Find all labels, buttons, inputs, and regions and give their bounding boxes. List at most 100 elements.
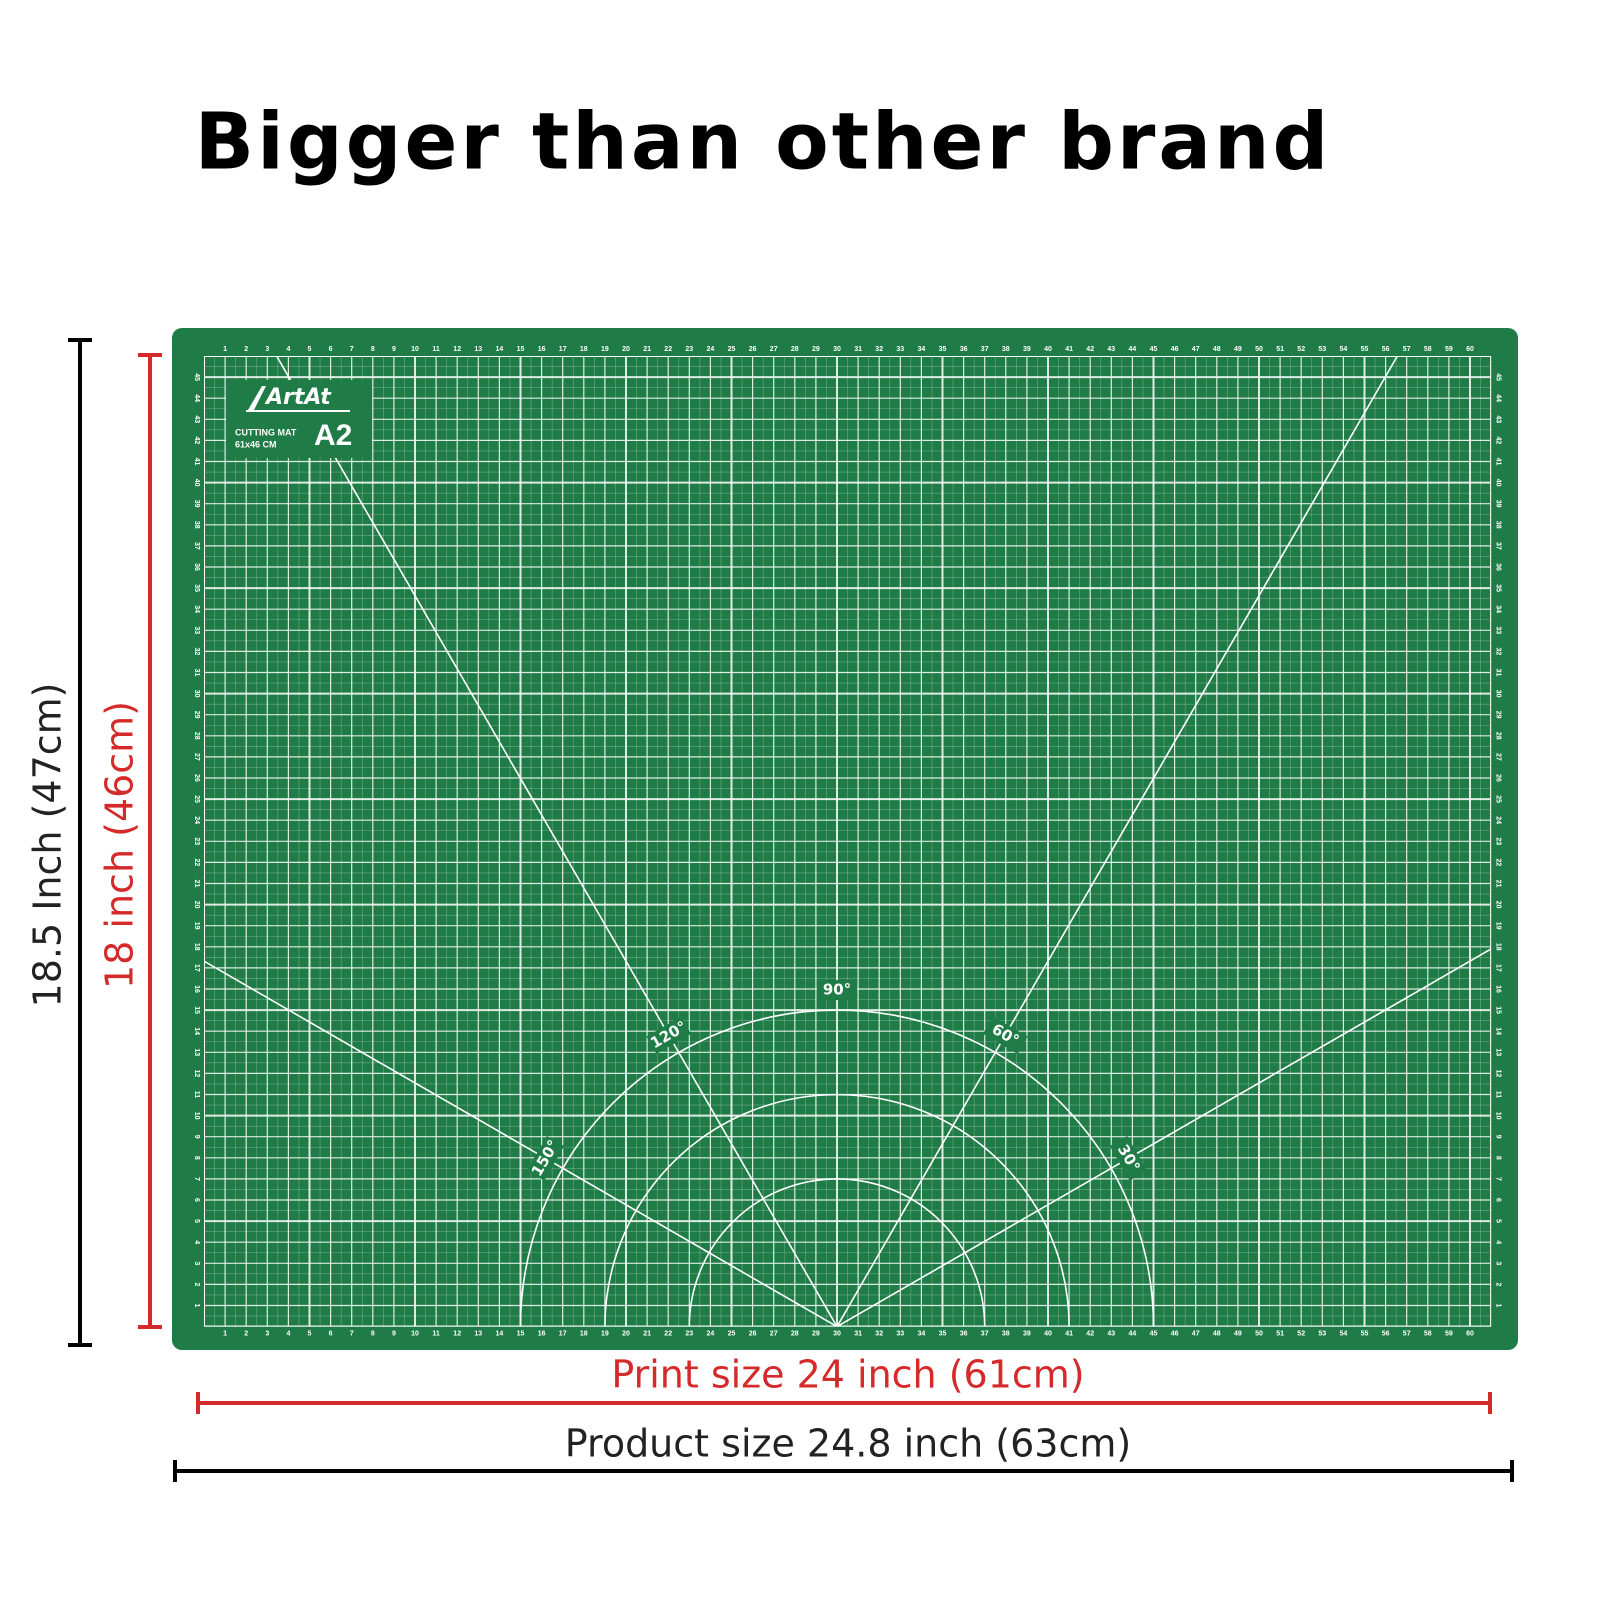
ruler-label: 41 <box>1494 458 1501 466</box>
ruler-label: 45 <box>1494 373 1501 381</box>
ruler-label: 23 <box>685 1330 693 1337</box>
ruler-label: 59 <box>1445 346 1453 353</box>
ruler-label: 49 <box>1234 1330 1242 1337</box>
ruler-label: 47 <box>1192 1330 1200 1337</box>
ruler-label: 21 <box>1494 880 1501 888</box>
ruler-label: 52 <box>1297 346 1305 353</box>
ruler-label: 33 <box>193 626 200 634</box>
ruler-label: 41 <box>1065 346 1073 353</box>
ruler-label: 41 <box>193 458 200 466</box>
dimension-label: 18.5 Inch (47cm) <box>26 683 70 1008</box>
ruler-label: 24 <box>707 346 715 353</box>
ruler-label: 1 <box>193 1304 200 1308</box>
logo-mark <box>248 386 266 410</box>
ruler-label: 35 <box>939 346 947 353</box>
ruler-label: 21 <box>193 880 200 888</box>
ruler-label: 1 <box>223 346 227 353</box>
ruler-label: 15 <box>517 346 525 353</box>
dimension-label: Print size 24 inch (61cm) <box>611 1353 1084 1397</box>
ruler-label: 28 <box>791 1330 799 1337</box>
ruler-label: 4 <box>286 1330 290 1337</box>
ruler-label: 23 <box>685 346 693 353</box>
ruler-label: 10 <box>411 346 419 353</box>
protractor-arc <box>604 1093 1070 1327</box>
ruler-label: 1 <box>1494 1304 1501 1308</box>
ruler-label: 12 <box>1494 1070 1501 1078</box>
ruler-label: 45 <box>1150 1330 1158 1337</box>
ruler-label: 19 <box>193 922 200 930</box>
ruler-label: 40 <box>1044 346 1052 353</box>
ruler-label: 11 <box>432 1330 440 1337</box>
ruler-label: 22 <box>1494 859 1501 867</box>
angle-line <box>204 960 838 1327</box>
ruler-label: 8 <box>193 1156 200 1160</box>
dimension-label: 18 inch (46cm) <box>98 701 142 989</box>
ruler-label: 3 <box>265 1330 269 1337</box>
ruler-label: 25 <box>1494 795 1501 803</box>
ruler-label: 43 <box>1107 346 1115 353</box>
ruler-label: 55 <box>1361 1330 1369 1337</box>
ruler-label: 44 <box>1494 394 1501 402</box>
ruler-label: 16 <box>538 346 546 353</box>
ruler-label: 52 <box>1297 1330 1305 1337</box>
ruler-label: 3 <box>193 1261 200 1265</box>
ruler-label: 22 <box>193 859 200 867</box>
ruler-label: 32 <box>193 648 200 656</box>
ruler-label: 12 <box>453 1330 461 1337</box>
ruler-label: 16 <box>1494 985 1501 993</box>
size-label: 61x46 CM <box>235 439 277 449</box>
ruler-label: 39 <box>1023 1330 1031 1337</box>
ruler-label: 58 <box>1424 346 1432 353</box>
ruler-label: 46 <box>1171 346 1179 353</box>
rulers: 1122334455667788991010111112121313141415… <box>193 346 1501 1338</box>
ruler-label: 50 <box>1255 346 1263 353</box>
ruler-label: 12 <box>453 346 461 353</box>
ruler-label: 40 <box>1494 479 1501 487</box>
ruler-label: 38 <box>1002 1330 1010 1337</box>
ruler-label: 19 <box>601 1330 609 1337</box>
angle-label-bg <box>646 1016 692 1054</box>
protractor-arc <box>688 1178 986 1327</box>
ruler-label: 45 <box>1150 346 1158 353</box>
angle-label-bg <box>526 1136 565 1181</box>
ruler-label: 14 <box>193 1027 200 1035</box>
ruler-label: 59 <box>1445 1330 1453 1337</box>
ruler-label: 25 <box>728 346 736 353</box>
ruler-label: 3 <box>265 346 269 353</box>
ruler-label: 19 <box>1494 922 1501 930</box>
dimension-product-width: Product size 24.8 inch (63cm) <box>173 1422 1514 1482</box>
ruler-label: 25 <box>193 795 200 803</box>
angle-line <box>836 356 1399 1327</box>
ruler-label: 27 <box>770 346 778 353</box>
angle-label: 90° <box>823 981 851 999</box>
ruler-label: 7 <box>350 346 354 353</box>
ruler-label: 1 <box>223 1330 227 1337</box>
ruler-label: 10 <box>411 1330 419 1337</box>
ruler-label: 51 <box>1276 346 1284 353</box>
grid <box>204 356 1492 1327</box>
ruler-label: 54 <box>1340 1330 1348 1337</box>
dimension-label: Product size 24.8 inch (63cm) <box>565 1422 1131 1466</box>
ruler-label: 35 <box>939 1330 947 1337</box>
ruler-label: 33 <box>1494 626 1501 634</box>
ruler-label: 30 <box>833 1330 841 1337</box>
ruler-label: 25 <box>728 1330 736 1337</box>
ruler-label: 46 <box>1171 1330 1179 1337</box>
ruler-label: 18 <box>1494 943 1501 951</box>
ruler-label: 53 <box>1318 346 1326 353</box>
ruler-label: 13 <box>1494 1048 1501 1056</box>
ruler-label: 37 <box>981 1330 989 1337</box>
ruler-label: 39 <box>193 500 200 508</box>
ruler-label: 7 <box>350 1330 354 1337</box>
ruler-label: 27 <box>770 1330 778 1337</box>
ruler-label: 60 <box>1466 1330 1474 1337</box>
ruler-label: 38 <box>1494 521 1501 529</box>
ruler-label: 27 <box>1494 753 1501 761</box>
ruler-label: 24 <box>707 1330 715 1337</box>
ruler-label: 30 <box>1494 690 1501 698</box>
ruler-label: 26 <box>193 774 200 782</box>
ruler-label: 31 <box>854 346 862 353</box>
ruler-label: 29 <box>1494 711 1501 719</box>
ruler-label: 17 <box>559 346 567 353</box>
ruler-label: 42 <box>1086 1330 1094 1337</box>
